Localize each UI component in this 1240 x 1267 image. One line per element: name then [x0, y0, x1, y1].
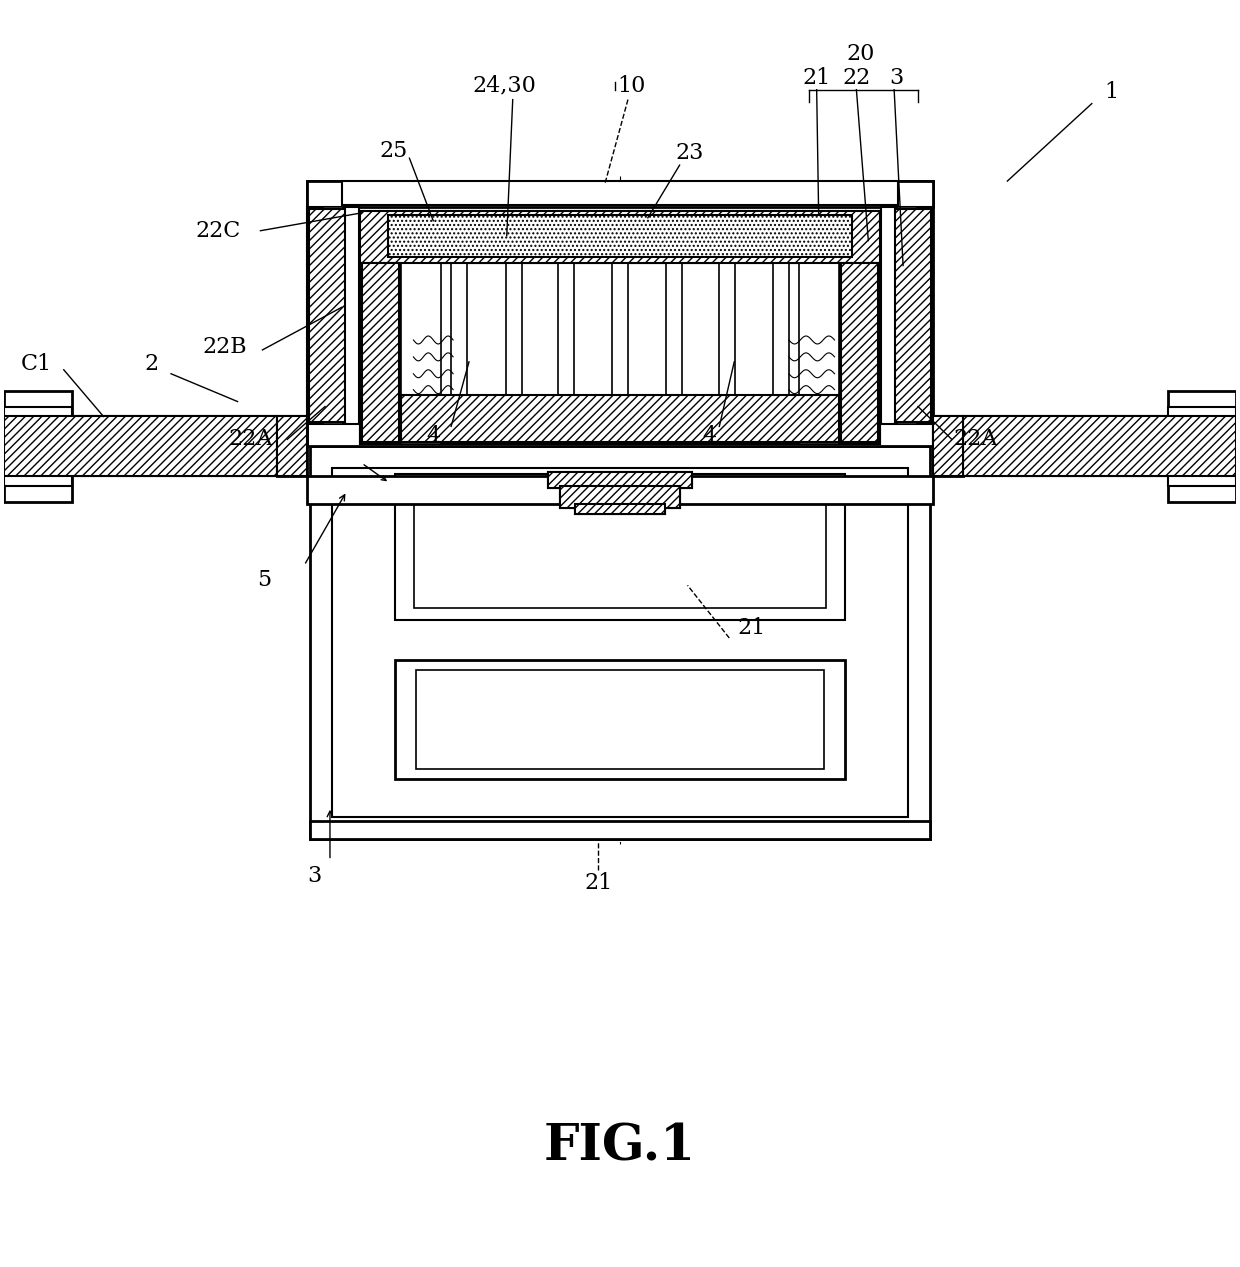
Text: 22A: 22A: [954, 428, 998, 450]
Text: 21: 21: [802, 67, 831, 89]
Bar: [962, 417, 1236, 476]
Text: 25: 25: [379, 141, 408, 162]
Bar: [4, 422, 72, 470]
Text: 3: 3: [308, 865, 321, 887]
Text: 22C: 22C: [195, 219, 241, 242]
Bar: [402, 262, 441, 445]
Bar: [310, 446, 930, 839]
Bar: [342, 181, 898, 205]
Bar: [506, 262, 522, 394]
Bar: [308, 181, 932, 446]
Text: 2: 2: [144, 352, 159, 375]
Text: 3: 3: [889, 67, 903, 89]
Text: 22A: 22A: [228, 428, 273, 450]
Text: 20: 20: [846, 43, 874, 65]
Bar: [560, 487, 680, 508]
Bar: [932, 417, 962, 476]
Bar: [308, 181, 932, 207]
Bar: [560, 487, 680, 508]
Bar: [897, 207, 918, 424]
Bar: [4, 417, 278, 476]
Text: 21: 21: [737, 617, 765, 639]
Bar: [773, 262, 789, 394]
Bar: [402, 262, 838, 445]
Text: 23: 23: [676, 142, 704, 165]
Bar: [613, 262, 627, 394]
Bar: [895, 209, 931, 422]
Text: C1: C1: [20, 352, 52, 375]
Bar: [548, 473, 692, 488]
Bar: [4, 407, 72, 487]
Bar: [882, 207, 932, 424]
Text: 10: 10: [618, 75, 646, 96]
Text: 21: 21: [584, 872, 613, 895]
Bar: [394, 474, 846, 620]
Bar: [362, 262, 399, 442]
Bar: [4, 390, 72, 502]
Bar: [308, 476, 932, 504]
Bar: [360, 210, 880, 445]
Bar: [558, 262, 574, 394]
Bar: [575, 504, 665, 514]
Bar: [414, 487, 826, 608]
Bar: [838, 262, 880, 445]
Bar: [322, 207, 343, 424]
Bar: [402, 394, 838, 442]
Bar: [278, 417, 308, 476]
Bar: [1168, 407, 1236, 487]
Text: 22: 22: [842, 67, 870, 89]
Bar: [388, 215, 852, 256]
Bar: [841, 262, 878, 442]
Bar: [932, 417, 1236, 476]
Bar: [1168, 390, 1236, 502]
Text: FIG.1: FIG.1: [544, 1123, 696, 1171]
Bar: [932, 417, 962, 476]
Bar: [1168, 422, 1236, 470]
Bar: [360, 262, 402, 445]
Bar: [451, 262, 467, 394]
Bar: [4, 417, 308, 476]
Bar: [308, 207, 358, 424]
Bar: [719, 262, 735, 394]
Text: 24,30: 24,30: [472, 75, 537, 96]
Bar: [417, 670, 823, 769]
Bar: [309, 209, 345, 422]
Text: 4: 4: [702, 426, 717, 447]
Text: 4: 4: [427, 426, 440, 447]
Text: 5: 5: [258, 569, 272, 592]
Bar: [310, 821, 930, 839]
Bar: [799, 262, 838, 445]
Bar: [332, 468, 908, 817]
Bar: [666, 262, 682, 394]
Bar: [394, 660, 846, 779]
Bar: [575, 504, 665, 514]
Bar: [360, 210, 880, 262]
Text: 1: 1: [1105, 81, 1118, 103]
Text: 22B: 22B: [202, 336, 247, 359]
Bar: [548, 473, 692, 488]
Bar: [278, 417, 308, 476]
